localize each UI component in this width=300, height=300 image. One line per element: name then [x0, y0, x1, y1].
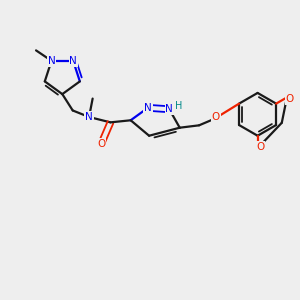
Text: O: O	[212, 112, 220, 122]
Text: N: N	[69, 56, 77, 66]
Text: H: H	[175, 101, 182, 111]
Text: N: N	[144, 103, 152, 113]
Text: N: N	[48, 56, 56, 66]
Text: O: O	[256, 142, 265, 152]
Text: N: N	[85, 112, 93, 122]
Text: O: O	[98, 139, 106, 149]
Text: O: O	[286, 94, 294, 104]
Text: N: N	[165, 104, 173, 114]
